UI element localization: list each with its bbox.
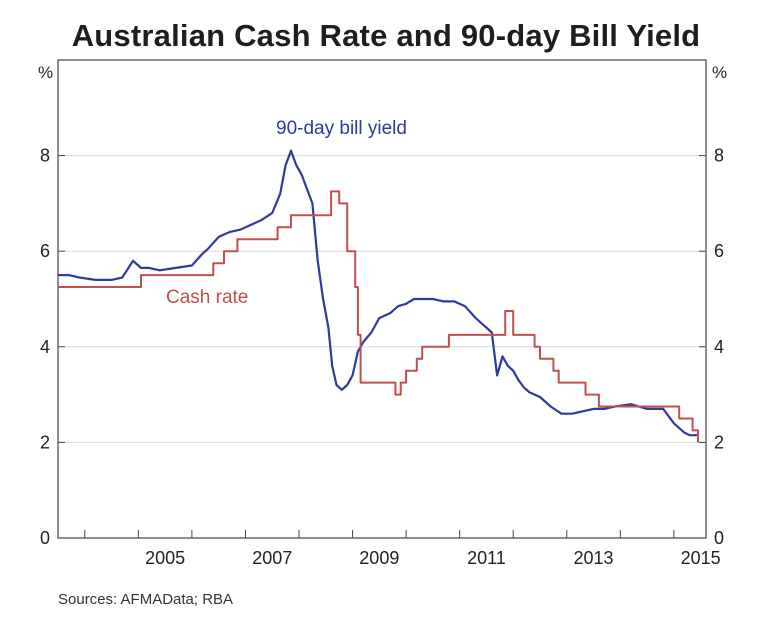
ytick-right-label-2: 2 (714, 432, 724, 452)
chart-title: Australian Cash Rate and 90-day Bill Yie… (71, 18, 701, 53)
x-axis: 2005 2007 2009 2011 2013 2015 (84, 530, 721, 568)
source-note: Sources: AFMAData; RBA (58, 591, 234, 608)
label-bill-yield: 90-day bill yield (276, 118, 407, 139)
plot-frame (57, 59, 707, 539)
ytick-left-label-4: 4 (40, 337, 50, 357)
xtick-label-2007: 2007 (252, 548, 292, 568)
series-line-cash_rate (58, 190, 699, 443)
xtick-label-2005: 2005 (145, 548, 185, 568)
ytick-right-label-0: 0 (714, 528, 724, 548)
xtick-label-2009: 2009 (359, 548, 399, 568)
xtick-label-2015: 2015 (681, 548, 721, 568)
ytick-right-label-6: 6 (714, 241, 724, 261)
ytick-right-label-8: 8 (714, 146, 724, 166)
y-unit-right: % (712, 63, 727, 82)
gridlines (58, 155, 706, 443)
ytick-left-label-0: 0 (40, 528, 50, 548)
series-line-bill_yield (58, 149, 698, 437)
ytick-left-label-8: 8 (40, 146, 50, 166)
ytick-left-label-2: 2 (40, 432, 50, 452)
ytick-left-label-6: 6 (40, 241, 50, 261)
y-axes: 0 0 2 2 4 4 6 6 8 8 (40, 146, 724, 548)
ytick-right-label-4: 4 (714, 337, 724, 357)
series-lines (58, 149, 699, 443)
label-cash-rate: Cash rate (166, 287, 248, 308)
xtick-label-2013: 2013 (574, 548, 614, 568)
xtick-label-2011: 2011 (467, 548, 506, 568)
y-unit-left: % (38, 63, 53, 82)
